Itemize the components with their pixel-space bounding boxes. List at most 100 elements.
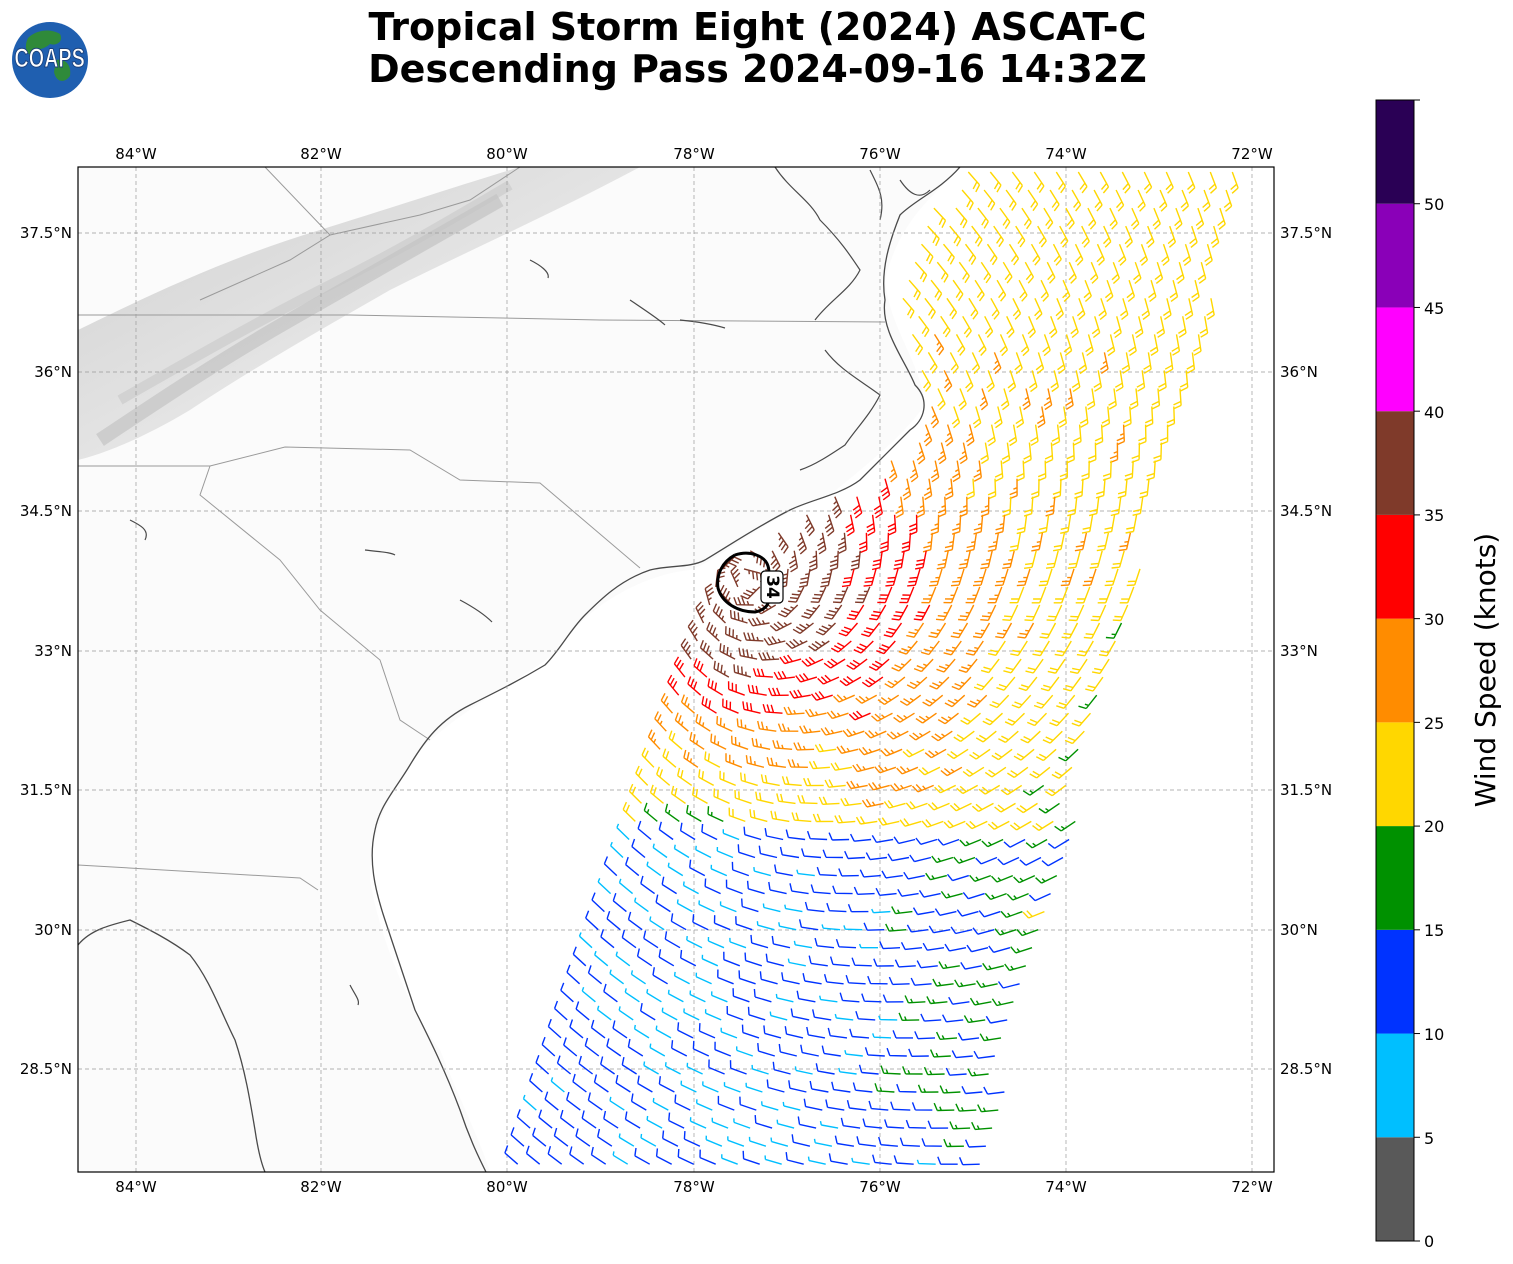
wind-barb: [967, 1068, 989, 1077]
wind-barb: [739, 1096, 757, 1111]
wind-barb: [683, 1131, 701, 1147]
wind-barb: [1085, 334, 1094, 357]
wind-barb: [673, 971, 690, 985]
wind-barb: [1011, 171, 1023, 193]
wind-barb: [758, 845, 778, 859]
wind-barb: [1193, 334, 1202, 356]
wind-barb: [1178, 316, 1187, 338]
wind-barb: [1044, 442, 1054, 464]
wind-barb: [962, 891, 985, 900]
wind-barb: [1081, 514, 1094, 534]
wind-barb: [1124, 225, 1133, 248]
wind-barb: [1195, 207, 1205, 230]
wind-barb: [1010, 640, 1028, 657]
wind-barb: [972, 927, 995, 935]
wind-barb: [787, 759, 808, 768]
wind-barb: [757, 1043, 776, 1057]
wind-barb: [808, 955, 828, 967]
wind-barb: [1039, 622, 1057, 639]
wind-barb: [702, 1081, 719, 1093]
wind-barb: [961, 1085, 983, 1095]
wind-barb: [971, 225, 983, 247]
wind-barb: [893, 712, 915, 723]
wind-barb: [933, 1102, 955, 1112]
appalachian-shading: [78, 167, 640, 460]
lat-tick-right: 37.5°N: [1280, 224, 1332, 242]
wind-barb: [965, 370, 974, 393]
wind-barb: [982, 712, 1003, 726]
wind-barb: [863, 922, 885, 931]
wind-barb: [1083, 279, 1092, 303]
wind-barb: [670, 913, 687, 931]
wind-barb: [596, 1005, 612, 1021]
wind-barb: [635, 765, 649, 786]
wind-barb: [701, 696, 717, 714]
wind-barb: [612, 1151, 629, 1165]
wind-barb: [1074, 478, 1084, 499]
wind-barb: [1038, 802, 1060, 814]
wind-barb: [556, 1055, 572, 1075]
wind-barb: [655, 894, 671, 913]
wind-barb: [1036, 406, 1046, 428]
wind-barb: [1149, 334, 1159, 356]
wind-barb: [980, 658, 1000, 674]
wind-barb: [649, 916, 665, 931]
wind-barb: [844, 850, 866, 860]
wind-barb: [899, 694, 922, 706]
wind-barb: [773, 670, 795, 680]
wind-barb: [1001, 442, 1011, 465]
wind-barb: [914, 1031, 936, 1040]
wind-barb: [987, 424, 996, 447]
wind-barb: [1110, 496, 1122, 517]
wind-barb: [916, 442, 926, 465]
wind-barb: [1033, 171, 1045, 193]
wind-barb: [738, 970, 756, 985]
land-layer: [78, 167, 961, 1172]
wind-barb: [834, 814, 856, 824]
wind-barb: [1129, 388, 1139, 410]
colorbar-tick-label: 40: [1424, 403, 1444, 422]
lon-tick-bottom: 74°W: [1045, 1178, 1087, 1196]
wind-barb: [746, 880, 765, 895]
lat-tick-left: 30°N: [34, 921, 72, 939]
wind-barb: [1118, 243, 1127, 266]
wind-barb: [808, 760, 830, 770]
wind-barb: [873, 958, 894, 967]
wind-barb: [885, 923, 907, 932]
wind-barb: [706, 621, 720, 642]
wind-barb: [1042, 730, 1063, 744]
wind-barb: [689, 859, 706, 877]
wind-barb: [963, 1015, 986, 1024]
land-area: [78, 167, 960, 1172]
wind-barb: [1132, 496, 1144, 516]
wind-barb: [969, 997, 992, 1006]
wind-barb: [1021, 207, 1032, 230]
wind-barb: [916, 960, 938, 969]
colorbar-bin: [1376, 411, 1414, 515]
wind-barb: [818, 796, 840, 805]
wind-barb: [788, 1080, 807, 1093]
wind-barb: [1111, 550, 1125, 569]
wind-barb: [896, 1083, 917, 1093]
wind-barb: [876, 640, 896, 655]
wind-barb: [958, 604, 975, 621]
wind-barb: [981, 838, 1004, 848]
wind-barb: [1011, 694, 1032, 709]
wind-barb: [803, 777, 824, 787]
wind-barb: [504, 1145, 519, 1165]
wind-barb: [848, 710, 871, 721]
wind-barb: [1104, 568, 1119, 587]
wind-barb: [789, 689, 811, 699]
wind-barb: [949, 802, 972, 812]
wind-barb: [812, 813, 834, 823]
wind-barb: [960, 962, 982, 970]
wind-barb: [799, 725, 821, 734]
wind-barb: [733, 596, 754, 606]
wind-barb: [972, 622, 991, 639]
wind-barb: [930, 514, 940, 536]
wind-barb: [600, 1056, 616, 1075]
wind-barb: [1009, 586, 1025, 604]
wind-barb: [704, 751, 721, 768]
wind-barb: [902, 478, 912, 501]
